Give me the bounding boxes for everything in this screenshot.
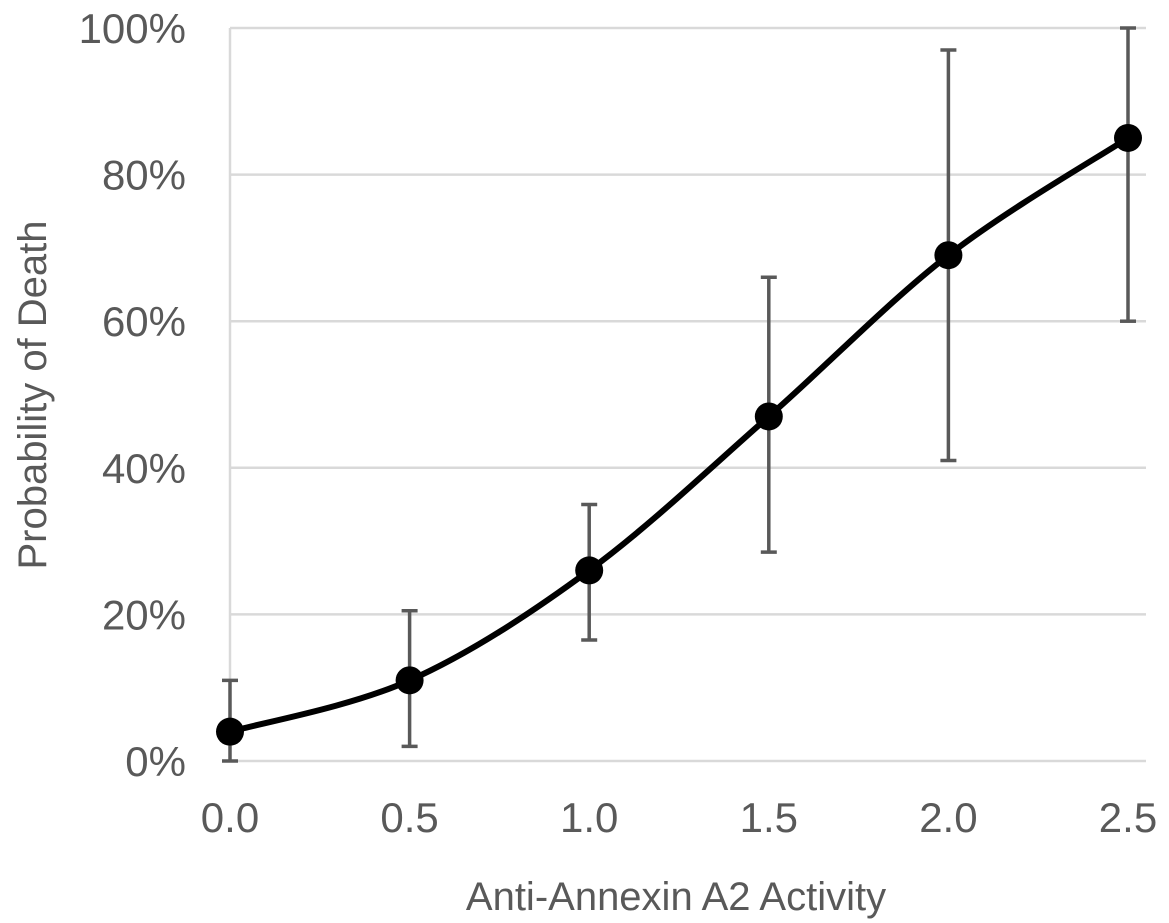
- series-line: [227, 134, 1131, 735]
- x-tick-label: 1.0: [560, 794, 618, 841]
- series-line-layer: [227, 134, 1131, 735]
- y-axis-title: Probability of Death: [11, 220, 55, 569]
- data-point: [575, 556, 604, 585]
- y-tick-label: 0%: [125, 738, 186, 785]
- y-tick-label: 40%: [102, 445, 186, 492]
- data-point: [216, 717, 244, 746]
- y-tick-label: 100%: [79, 5, 186, 52]
- x-tick-label: 1.5: [740, 794, 798, 841]
- error-bars: [222, 26, 1136, 763]
- y-tick-label: 80%: [102, 152, 186, 199]
- x-axis-title: Anti-Annexin A2 Activity: [466, 875, 886, 919]
- grid: [230, 26, 1146, 616]
- data-point: [395, 666, 424, 695]
- y-tick-label: 60%: [102, 298, 186, 345]
- x-tick-label: 2.0: [919, 794, 977, 841]
- data-point: [934, 241, 963, 270]
- x-tick-label: 0.5: [380, 794, 438, 841]
- axes: [228, 28, 1146, 763]
- y-tick-label: 20%: [102, 591, 186, 638]
- data-point: [1114, 123, 1142, 152]
- x-tick-labels: 0.0 0.5 1.0 1.5 2.0 2.5: [201, 794, 1157, 841]
- error-bar: [1120, 26, 1136, 323]
- y-tick-labels: 0% 20% 40% 60% 80% 100%: [79, 5, 186, 785]
- data-points: [216, 123, 1142, 746]
- x-tick-label: 0.0: [201, 794, 259, 841]
- data-point: [754, 402, 783, 431]
- x-tick-label: 2.5: [1099, 794, 1157, 841]
